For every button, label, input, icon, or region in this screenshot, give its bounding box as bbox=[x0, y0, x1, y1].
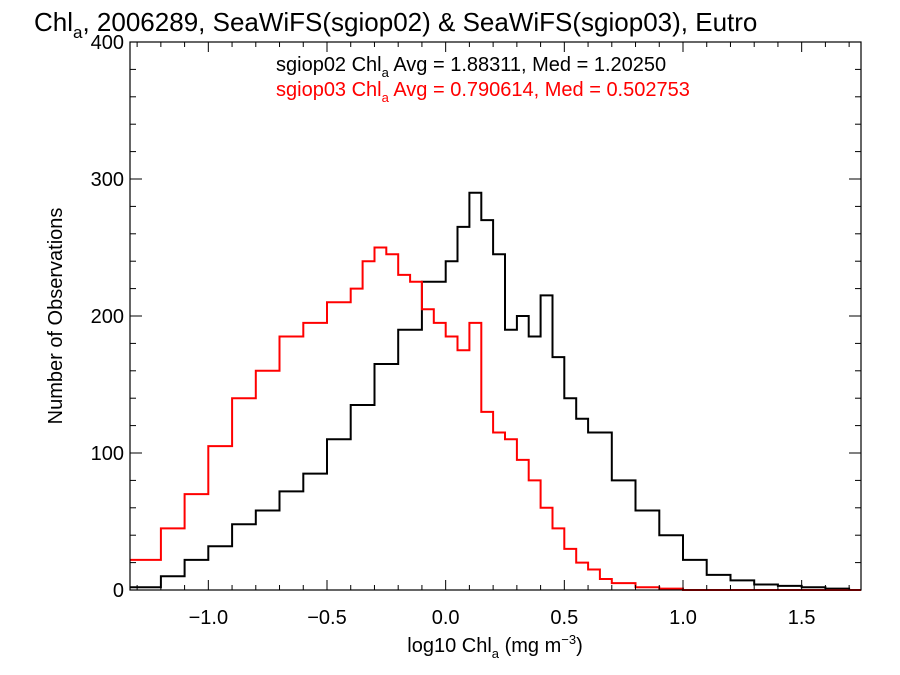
axis-ticks: −1.0 −0.5 0.0 0.5 1.0 1.5 0 100 200 300 400 bbox=[91, 32, 861, 629]
chart-title: Chla, 2006289, SeaWiFS(sgiop02) & SeaWiF… bbox=[34, 7, 757, 42]
x-tick-label: 0.5 bbox=[550, 607, 578, 629]
y-axis-label: Number of Observations bbox=[45, 208, 67, 425]
x-tick-label: 1.0 bbox=[669, 607, 697, 629]
x-tick-label: 1.5 bbox=[788, 607, 816, 629]
x-tick-label: −1.0 bbox=[189, 607, 228, 629]
series-sgiop02-line bbox=[130, 191, 861, 591]
y-tick-label: 300 bbox=[91, 169, 124, 191]
x-tick-label: −0.5 bbox=[307, 607, 346, 629]
annotation-sgiop02: sgiop02 Chla Avg = 1.88311, Med = 1.2025… bbox=[276, 54, 666, 80]
y-tick-label: 100 bbox=[91, 443, 124, 465]
y-tick-label: 200 bbox=[91, 306, 124, 328]
y-tick-label: 400 bbox=[91, 32, 124, 54]
y-tick-label: 0 bbox=[113, 580, 124, 602]
x-axis-label: log10 Chla (mg m−3) bbox=[407, 632, 582, 661]
series-layer bbox=[130, 191, 861, 591]
annotation-sgiop03: sgiop03 Chla Avg = 0.790614, Med = 0.502… bbox=[276, 79, 690, 105]
series-sgiop03-line bbox=[130, 246, 861, 591]
x-tick-label: 0.0 bbox=[432, 607, 460, 629]
plot-frame bbox=[129, 41, 862, 591]
